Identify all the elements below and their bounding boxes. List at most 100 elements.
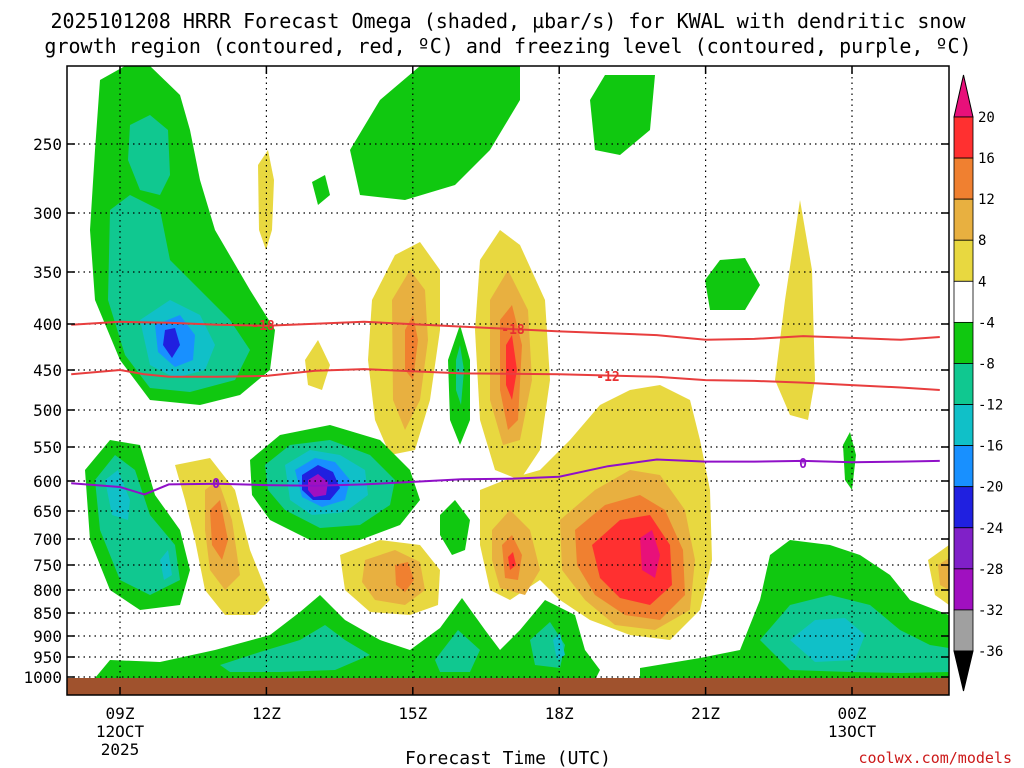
x-tick-label: 12Z xyxy=(252,704,281,723)
omega-region xyxy=(312,175,330,205)
colorbar-label: 16 xyxy=(978,151,995,167)
omega-region xyxy=(108,195,250,392)
omega-region xyxy=(210,500,228,560)
dgz-minus18-contour xyxy=(71,320,940,341)
omega-region xyxy=(775,200,815,420)
colorbar-swatch xyxy=(953,280,974,323)
x-tick-label: 18Z xyxy=(545,704,574,723)
omega-region xyxy=(105,470,130,520)
contour-labels: -18 -18 -12 0 0 xyxy=(212,319,807,492)
omega-region xyxy=(362,550,425,605)
omega-region xyxy=(705,258,760,310)
dgz-label: -18 xyxy=(251,319,275,334)
colorbar-label: -36 xyxy=(978,644,1003,660)
y-tick-label: 550 xyxy=(33,438,62,457)
colorbar: 20 16 12 8 4 -4 -8 -12 -16 -20 -24 -28 -32 -36 xyxy=(953,74,1003,692)
colorbar-swatch xyxy=(953,363,974,405)
y-tick-label: 650 xyxy=(33,502,62,521)
colorbar-label: 20 xyxy=(978,110,995,126)
dgz-label: -18 xyxy=(501,323,525,338)
dgz-label: -12 xyxy=(596,370,619,385)
colorbar-swatch xyxy=(953,239,974,282)
y-tick-label: 600 xyxy=(33,472,62,491)
omega-region xyxy=(790,618,865,662)
colorbar-swatch xyxy=(953,404,974,447)
y-axis: 250 300 350 400 450 500 550 600 650 700 750 800 850 9… xyxy=(23,135,949,687)
y-tick-label: 300 xyxy=(33,204,62,223)
y-tick-label: 950 xyxy=(33,648,62,667)
colorbar-label: -16 xyxy=(978,439,1003,455)
grid xyxy=(67,66,949,695)
y-tick-label: 800 xyxy=(33,581,62,600)
omega-region xyxy=(843,432,856,490)
omega-region xyxy=(220,625,370,672)
y-tick-label: 400 xyxy=(33,315,62,334)
y-tick-label: 700 xyxy=(33,530,62,549)
colorbar-min-arrow xyxy=(953,650,974,692)
colorbar-label: -20 xyxy=(978,480,1003,496)
dgz-minus12-contour xyxy=(71,368,940,391)
freezing-level-contour xyxy=(71,458,940,496)
chart-title-line2: growth region (contoured, red, ºC) and f… xyxy=(44,34,971,58)
y-tick-label: 500 xyxy=(33,401,62,420)
omega-region xyxy=(456,345,464,405)
colorbar-label: -32 xyxy=(978,603,1003,619)
y-tick-label: 250 xyxy=(33,135,62,154)
colorbar-label: 8 xyxy=(978,233,986,249)
omega-region xyxy=(405,315,418,380)
colorbar-label: -8 xyxy=(978,356,995,372)
x-tick-label: 21Z xyxy=(691,704,720,723)
y-tick-label: 1000 xyxy=(23,668,62,687)
omega-region xyxy=(938,558,949,590)
colorbar-max-arrow xyxy=(953,74,974,118)
colorbar-label: -4 xyxy=(978,315,995,331)
y-tick-label: 750 xyxy=(33,556,62,575)
y-tick-label: 900 xyxy=(33,627,62,646)
omega-region xyxy=(305,340,330,390)
omega-region xyxy=(395,562,414,592)
colorbar-swatch xyxy=(953,486,974,529)
contour-lines xyxy=(71,320,940,496)
y-tick-label: 850 xyxy=(33,604,62,623)
colorbar-swatch xyxy=(953,527,974,570)
colorbar-label: -12 xyxy=(978,398,1003,414)
omega-region xyxy=(440,500,470,555)
x-tick-label: 15Z xyxy=(398,704,427,723)
omega-region xyxy=(590,75,655,155)
x-tick-label: 00Z xyxy=(838,704,867,723)
omega-region xyxy=(128,115,170,195)
plot-frame xyxy=(66,65,950,696)
plot-area: -18 -18 -12 0 0 xyxy=(67,66,949,695)
colorbar-swatch xyxy=(953,157,974,200)
omega-region xyxy=(258,150,274,250)
omega-region xyxy=(530,622,565,668)
colorbar-swatch xyxy=(953,321,974,364)
omega-region xyxy=(553,633,565,660)
omega-region xyxy=(350,66,520,200)
ground-surface xyxy=(67,678,949,695)
x-axis-label: Forecast Time (UTC) xyxy=(405,748,611,768)
colorbar-label: 12 xyxy=(978,192,995,208)
x-tick-year: 2025 xyxy=(101,740,140,759)
credit-text: coolwx.com/models xyxy=(858,749,1012,767)
colorbar-swatch xyxy=(953,445,974,488)
colorbar-swatch xyxy=(953,568,974,611)
x-tick-date: 12OCT xyxy=(96,722,145,741)
omega-region xyxy=(640,530,660,578)
colorbar-label: -24 xyxy=(978,521,1003,537)
x-tick-label: 09Z xyxy=(106,704,135,723)
y-tick-label: 450 xyxy=(33,361,62,380)
omega-region xyxy=(163,328,180,358)
freezing-label: 0 xyxy=(212,477,220,492)
colorbar-label: -28 xyxy=(978,562,1003,578)
omega-region xyxy=(435,630,480,672)
chart-title-line1: 2025101208 HRRR Forecast Omega (shaded, … xyxy=(50,9,966,33)
omega-shading xyxy=(85,66,949,680)
y-tick-label: 350 xyxy=(33,263,62,282)
colorbar-label: 4 xyxy=(978,274,986,290)
colorbar-swatch xyxy=(953,116,974,159)
omega-region xyxy=(506,335,517,400)
colorbar-swatch xyxy=(953,198,974,241)
